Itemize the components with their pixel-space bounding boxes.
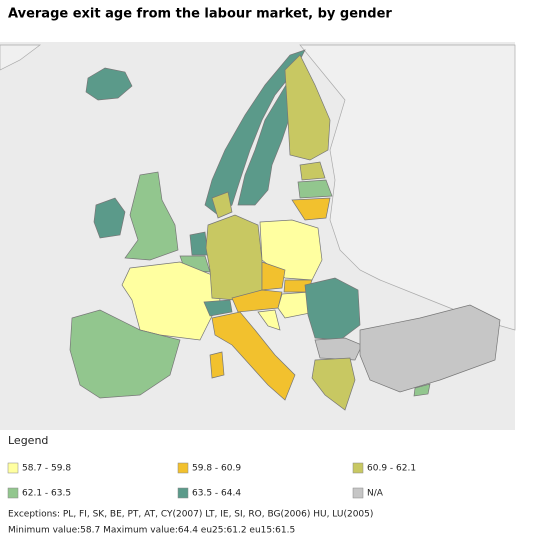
map (0, 42, 516, 430)
note: Minimum value:58.7 Maximum value:64.4 eu… (8, 526, 295, 536)
legend-label: 60.9 - 62.1 (367, 464, 416, 474)
hungary (277, 291, 316, 319)
france (121, 261, 221, 341)
non-eu-land (0, 44, 42, 71)
switzerland (203, 299, 233, 317)
legend-swatch (177, 462, 189, 474)
legend-label: 63.5 - 64.4 (192, 489, 241, 499)
legend-title: Legend (8, 434, 48, 447)
legend-swatch (352, 462, 364, 474)
iceland (85, 67, 133, 101)
title: Average exit age from the labour market,… (8, 7, 392, 22)
latvia (297, 179, 333, 199)
legend-label: N/A (367, 489, 384, 499)
czech-republic (261, 261, 286, 291)
netherlands (189, 231, 209, 256)
lithuania (291, 197, 331, 221)
united-kingdom (124, 171, 179, 261)
slovenia (257, 309, 281, 331)
legend-swatch (352, 487, 364, 499)
legend-swatch (177, 487, 189, 499)
legend-swatch (7, 462, 19, 474)
italy (211, 311, 296, 401)
bulgaria (314, 337, 363, 361)
finland (284, 54, 331, 161)
legend: 58.7 - 59.8 59.8 - 60.9 60.9 - 62.1 62.1 - … (7, 462, 416, 499)
romania (304, 277, 361, 341)
legend-swatch (7, 487, 19, 499)
ireland (93, 197, 126, 239)
legend-label: 62.1 - 63.5 (22, 489, 71, 499)
non-eu-land (299, 44, 516, 331)
greece (311, 357, 356, 411)
sardinia (209, 351, 225, 379)
legend-label: 58.7 - 59.8 (22, 464, 71, 474)
iberia (69, 309, 181, 399)
denmark (211, 191, 233, 219)
germany (205, 214, 263, 301)
legend-label: 59.8 - 60.9 (192, 464, 241, 474)
estonia (299, 161, 326, 181)
note: Exceptions: PL, FI, SK, BE, PT, AT, CY(2… (8, 510, 373, 520)
turkey (359, 304, 501, 393)
cyprus (413, 383, 431, 397)
